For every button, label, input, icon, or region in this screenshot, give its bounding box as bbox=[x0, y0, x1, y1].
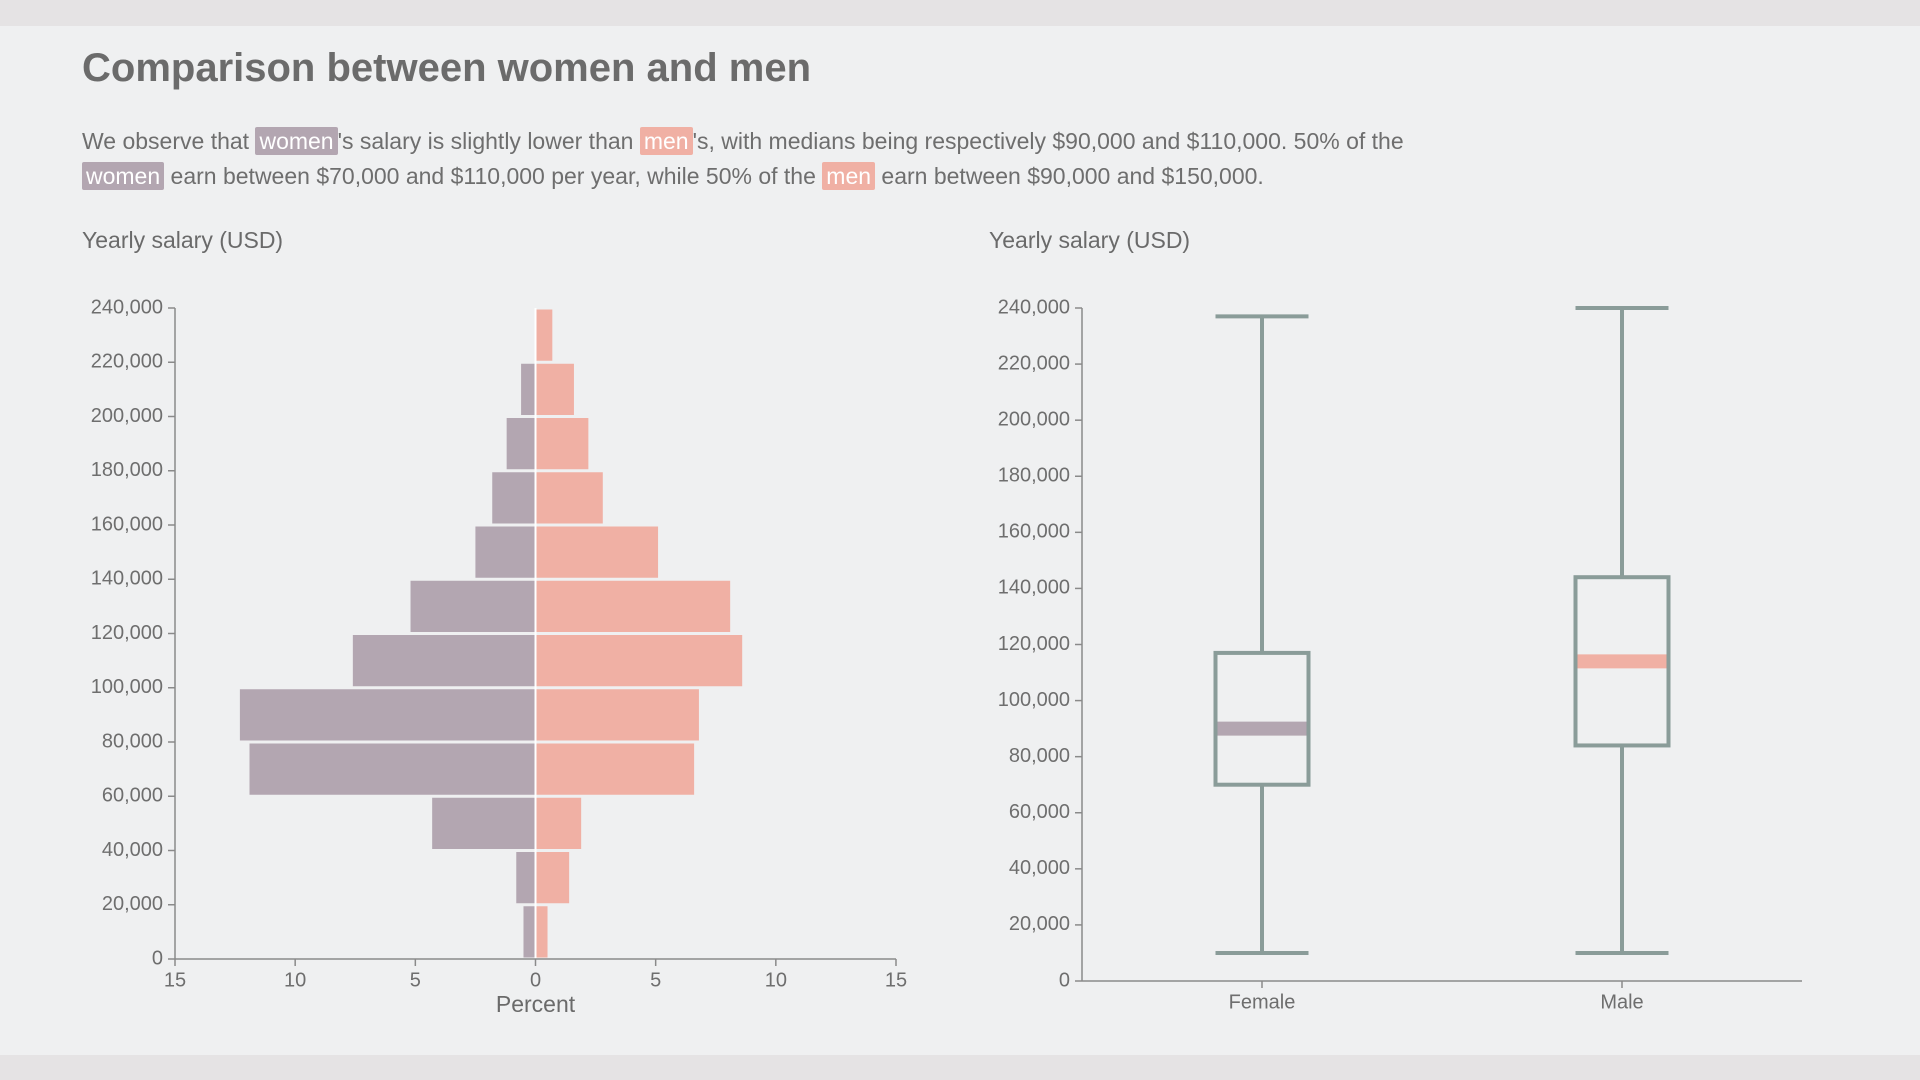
highlight: women bbox=[82, 162, 165, 190]
y-tick-label: 100,000 bbox=[91, 676, 163, 698]
bar bbox=[523, 906, 536, 958]
text-run: earn between $70,000 and $110,000 per ye… bbox=[164, 163, 823, 189]
y-tick-label: 220,000 bbox=[998, 352, 1070, 374]
x-tick-label: 0 bbox=[530, 969, 541, 991]
bar bbox=[535, 418, 589, 470]
bar bbox=[535, 743, 695, 795]
panel: Comparison between women and men We obse… bbox=[0, 26, 1920, 1055]
y-tick-label: 180,000 bbox=[998, 465, 1070, 487]
x-tick-label: Female bbox=[1229, 991, 1296, 1013]
y-tick-label: 0 bbox=[1059, 969, 1070, 991]
box bbox=[1573, 575, 1671, 748]
bar bbox=[535, 852, 570, 904]
x-tick-label: 5 bbox=[650, 969, 661, 991]
bar bbox=[535, 580, 731, 632]
box bbox=[1213, 650, 1311, 787]
x-axis-title: Percent bbox=[496, 991, 576, 1017]
bar bbox=[535, 472, 603, 524]
y-tick-label: 160,000 bbox=[91, 513, 163, 535]
y-tick-label: 120,000 bbox=[91, 622, 163, 644]
charts: 0 20,000 40,000 60,000 80,000 100,000 120,000 1… bbox=[82, 227, 1802, 1017]
text-run: We observe that bbox=[82, 128, 256, 154]
y-tick-label: 60,000 bbox=[1009, 801, 1070, 823]
bar bbox=[410, 580, 536, 632]
bar bbox=[535, 906, 548, 958]
y-tick-label: 40,000 bbox=[102, 839, 163, 861]
x-tick-label: 15 bbox=[885, 969, 907, 991]
y-axis-title: Yearly salary (USD) bbox=[82, 227, 283, 253]
y-tick-label: 200,000 bbox=[91, 405, 163, 427]
bar bbox=[516, 852, 536, 904]
bar bbox=[239, 689, 536, 741]
y-tick-label: 0 bbox=[152, 947, 163, 969]
y-tick-label: 220,000 bbox=[91, 351, 163, 373]
y-tick-label: 140,000 bbox=[91, 568, 163, 590]
x-tick-label: Male bbox=[1600, 991, 1643, 1013]
y-tick-label: 200,000 bbox=[998, 408, 1070, 430]
bar bbox=[432, 797, 536, 849]
text-run: 's, with medians being respectively $90,… bbox=[692, 128, 1404, 154]
y-tick-label: 240,000 bbox=[998, 296, 1070, 318]
x-tick-label: 15 bbox=[164, 969, 186, 991]
x-tick-label: 10 bbox=[765, 969, 787, 991]
text-run: 's salary is slightly lower than bbox=[337, 128, 640, 154]
y-tick-label: 180,000 bbox=[91, 459, 163, 481]
y-tick-label: 120,000 bbox=[998, 633, 1070, 655]
y-tick-label: 100,000 bbox=[998, 689, 1070, 711]
description: We observe that women's salary is slight… bbox=[82, 124, 1482, 194]
y-tick-label: 20,000 bbox=[102, 893, 163, 915]
y-tick-label: 160,000 bbox=[998, 521, 1070, 543]
y-tick-label: 140,000 bbox=[998, 577, 1070, 599]
page-title: Comparison between women and men bbox=[82, 46, 812, 90]
bar bbox=[535, 689, 699, 741]
highlight: men bbox=[639, 127, 693, 155]
y-axis-title: Yearly salary (USD) bbox=[989, 227, 1190, 253]
y-tick-label: 20,000 bbox=[1009, 913, 1070, 935]
y-tick-label: 80,000 bbox=[102, 730, 163, 752]
bar bbox=[521, 363, 536, 415]
x-tick-label: 5 bbox=[410, 969, 421, 991]
bar bbox=[475, 526, 536, 578]
highlight: women bbox=[255, 127, 338, 155]
highlight: men bbox=[822, 162, 876, 190]
bar bbox=[535, 363, 574, 415]
y-tick-label: 240,000 bbox=[91, 296, 163, 318]
bar bbox=[535, 309, 553, 361]
bar bbox=[535, 526, 659, 578]
bar bbox=[535, 635, 743, 687]
text-run: earn between $90,000 and $150,000. bbox=[875, 163, 1264, 189]
bar bbox=[506, 418, 536, 470]
bar bbox=[352, 635, 536, 687]
y-tick-label: 40,000 bbox=[1009, 857, 1070, 879]
y-tick-label: 60,000 bbox=[102, 785, 163, 807]
bar bbox=[535, 797, 582, 849]
bar bbox=[249, 743, 536, 795]
y-tick-label: 80,000 bbox=[1009, 745, 1070, 767]
x-tick-label: 10 bbox=[284, 969, 306, 991]
bar bbox=[492, 472, 536, 524]
